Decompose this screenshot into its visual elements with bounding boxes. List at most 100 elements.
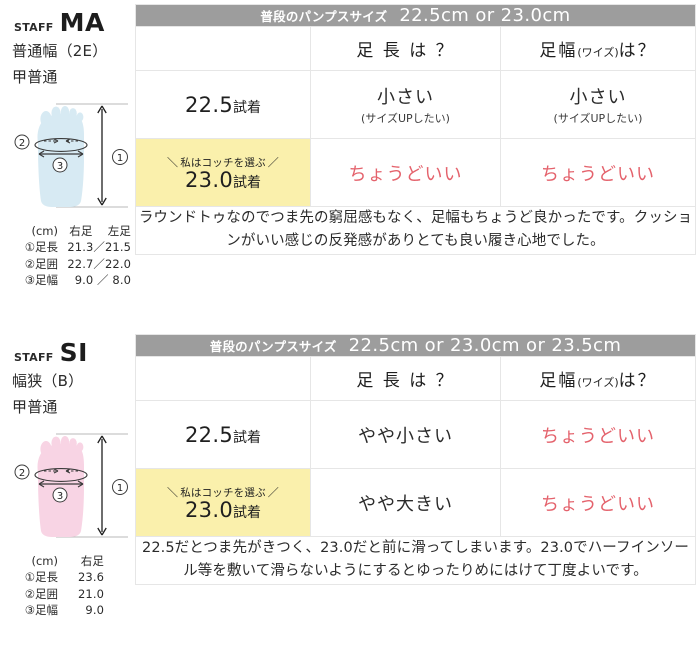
usual-size-value: 22.5cm or 23.0cm or 23.5cm [348, 335, 622, 356]
instep-type: 甲普通 [12, 68, 58, 86]
question-header-row: 足 長 は ？ 足幅(ワイズ)は？ [135, 26, 697, 71]
trial-size-cell-chosen: ＼ 私はコッチを選ぶ／ 23.0試着 [135, 138, 311, 207]
staff-name-line: STAFF SI [14, 340, 135, 365]
fit-table-wrap-si: 普段のパンプスサイズ 22.5cm or 23.0cm or 23.5cm 足 長… [134, 330, 700, 651]
question-foot-length: 足 長 は ？ [310, 356, 501, 401]
staff-block-si: STAFF SI 幅狭（B） 甲普通 [0, 330, 700, 651]
pick-note: ＼ 私はコッチを選ぶ／ [136, 154, 310, 170]
question-foot-width-main: 足幅 [539, 371, 578, 391]
foot-measurement-illustration: 2 3 1 [14, 433, 128, 538]
staff-name-line: STAFF MA [14, 10, 135, 35]
measurement-header-row: (cm) 右足 左足 [10, 223, 135, 239]
usual-size-band: 普段のパンプスサイズ 22.5cm or 23.0cm [134, 4, 697, 27]
staff-comment: 22.5だとつま先がきつく、23.0だと前に滑ってしまいます。23.0でハーフイ… [134, 536, 697, 585]
foot-diagram-ma: 2 3 1 [10, 95, 135, 213]
measurement-row-label: ①足長 [24, 240, 58, 255]
answer-foot-length: 小さい (サイズUPしたい) [310, 70, 501, 139]
size-band-row: 普段のパンプスサイズ 22.5cm or 23.0cm [134, 4, 697, 27]
measurement-row-value: 22.7／22.0 [67, 256, 131, 271]
question-foot-width-tail: は？ [618, 41, 657, 61]
question-blank-cell [135, 356, 311, 401]
staff-label: STAFF [14, 21, 54, 34]
trial-size-cell: 22.5試着 [135, 400, 311, 469]
block-divider [0, 300, 700, 330]
comment-row: ラウンドトゥなのでつま先の窮屈感もなく、足幅もちょうど良かったです。クッションが… [134, 206, 697, 255]
measurement-col-left: 左足 [107, 224, 131, 238]
svg-text:2: 2 [19, 468, 25, 479]
answer-foot-width: ちょうどいい [499, 138, 697, 207]
staff-initials: SI [59, 338, 88, 367]
trial-size-unit: 試着 [232, 99, 261, 116]
staff-profile-si: STAFF SI 幅狭（B） 甲普通 [0, 330, 135, 651]
measurement-row-value: 9.0 [85, 602, 104, 617]
usual-size-value: 22.5cm or 23.0cm [399, 5, 571, 26]
question-foot-width: 足幅(ワイズ)は？ [499, 26, 697, 71]
trial-size-value: 23.0 [185, 167, 233, 192]
svg-text:1: 1 [117, 483, 123, 494]
trial-size-cell: 22.5試着 [135, 70, 311, 139]
measurement-row: ①足長 21.3／21.5 [10, 239, 135, 255]
pick-note-text: 私はコッチを選ぶ [180, 486, 266, 499]
question-foot-length: 足 長 は ？ [310, 26, 501, 71]
measurement-table-si: (cm) 右足 ①足長 23.6 ②足囲 21.0 ③足幅 9.0 [10, 553, 135, 618]
svg-text:3: 3 [57, 161, 63, 172]
measurement-row-label: ①足長 [24, 570, 58, 585]
measurement-row: ②足囲 22.7／22.0 [10, 256, 135, 272]
measurement-row-label: ②足囲 [24, 256, 58, 271]
trial-size-unit: 試着 [232, 174, 261, 191]
question-foot-width-main: 足幅 [539, 41, 578, 61]
measurement-row: ②足囲 21.0 [10, 586, 135, 602]
measurement-col-right: 右足 [80, 554, 104, 568]
foot-width-type: 普通幅（2E） [12, 42, 108, 60]
slash-left-icon: ＼ [166, 485, 179, 499]
measurement-unit-label: (cm) [31, 554, 59, 568]
size-band-row: 普段のパンプスサイズ 22.5cm or 23.0cm or 23.5cm [134, 334, 697, 357]
measurement-col-right: 右足 [69, 224, 93, 238]
staff-initials: MA [59, 8, 105, 37]
measurement-row: ③足幅 9.0 [10, 602, 135, 618]
fit-table-wrap-ma: 普段のパンプスサイズ 22.5cm or 23.0cm 足 長 は ？ 足幅(ワイ… [134, 0, 700, 300]
answer-foot-width-sub: (サイズUPしたい) [553, 112, 643, 125]
slash-right-icon: ／ [267, 485, 279, 499]
usual-size-label: 普段のパンプスサイズ [209, 339, 337, 354]
fit-table-ma: 普段のパンプスサイズ 22.5cm or 23.0cm 足 長 は ？ 足幅(ワイ… [134, 4, 697, 255]
answer-foot-length: やや小さい [310, 400, 501, 469]
answer-foot-width: 小さい (サイズUPしたい) [499, 70, 697, 139]
trial-size-value: 22.5 [185, 92, 233, 117]
trial-row: ＼ 私はコッチを選ぶ／ 23.0試着 ちょうどいい ちょうどいい [135, 138, 697, 207]
measurement-row-value: 9.0 ／ 8.0 [74, 272, 131, 287]
trial-size-value: 22.5 [185, 422, 233, 447]
trial-size-unit: 試着 [232, 429, 261, 446]
usual-size-band: 普段のパンプスサイズ 22.5cm or 23.0cm or 23.5cm [134, 334, 697, 357]
foot-measurement-illustration: 2 3 1 [14, 103, 128, 208]
measurement-row-label: ②足囲 [24, 586, 58, 601]
svg-text:1: 1 [117, 153, 123, 164]
svg-text:2: 2 [19, 138, 25, 149]
pick-note: ＼ 私はコッチを選ぶ／ [136, 484, 310, 500]
svg-text:3: 3 [57, 491, 63, 502]
staff-block-ma: STAFF MA 普通幅（2E） 甲普通 [0, 0, 700, 300]
measurement-row-label: ③足幅 [24, 272, 58, 287]
staff-label: STAFF [14, 351, 54, 364]
measurement-row-value: 21.3／21.5 [67, 240, 131, 255]
answer-foot-width: ちょうどいい [499, 400, 697, 469]
staff-comment: ラウンドトゥなのでつま先の窮屈感もなく、足幅もちょうど良かったです。クッションが… [134, 206, 697, 255]
trial-row: ＼ 私はコッチを選ぶ／ 23.0試着 やや大きい ちょうどいい [135, 468, 697, 537]
usual-size-label: 普段のパンプスサイズ [260, 9, 388, 24]
question-blank-cell [135, 26, 311, 71]
measurement-table-ma: (cm) 右足 左足 ①足長 21.3／21.5 ②足囲 22.7／22.0 ③… [10, 223, 135, 288]
fit-table-si: 普段のパンプスサイズ 22.5cm or 23.0cm or 23.5cm 足 長… [134, 334, 697, 585]
answer-foot-length: ちょうどいい [310, 138, 501, 207]
trial-row: 22.5試着 小さい (サイズUPしたい) 小さい (サイズUPしたい) [135, 70, 697, 139]
comment-row: 22.5だとつま先がきつく、23.0だと前に滑ってしまいます。23.0でハーフイ… [134, 536, 697, 585]
question-foot-width: 足幅(ワイズ)は？ [499, 356, 697, 401]
measurement-row-label: ③足幅 [24, 602, 58, 617]
question-foot-width-small: (ワイズ) [577, 376, 619, 389]
instep-type: 甲普通 [12, 398, 58, 416]
measurement-row: ③足幅 9.0 ／ 8.0 [10, 272, 135, 288]
foot-width-type: 幅狭（B） [12, 372, 84, 390]
measurement-row: ①足長 23.6 [10, 569, 135, 585]
trial-size-cell-chosen: ＼ 私はコッチを選ぶ／ 23.0試着 [135, 468, 311, 537]
slash-left-icon: ＼ [166, 155, 179, 169]
